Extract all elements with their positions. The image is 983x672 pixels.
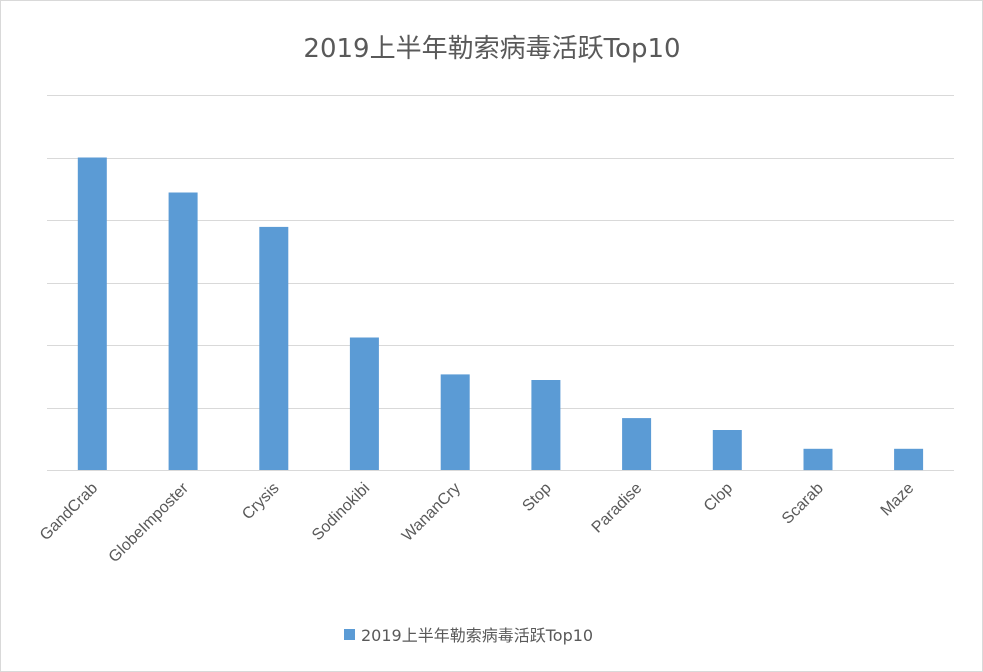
x-axis-tick-labels: GandCrab GlobeImposter Crysis Sodinokibi Wan… [37, 479, 918, 566]
x-tick-label: Crysis [239, 480, 282, 523]
x-tick-label: WananCry [399, 480, 464, 545]
bar-sodinokibi [349, 337, 379, 470]
legend: 2019上半年勒索病毒活跃Top10 [344, 626, 593, 645]
legend-label: 2019上半年勒索病毒活跃Top10 [361, 626, 593, 645]
bar-globeimposter [168, 192, 198, 470]
chart-title: 2019上半年勒索病毒活跃Top10 [303, 34, 680, 64]
x-tick-label: GlobeImposter [106, 479, 193, 566]
bar-crysis [259, 226, 289, 470]
bar-wanancry [440, 374, 470, 470]
bars-layer [77, 157, 924, 471]
bar-paradise [622, 418, 652, 470]
x-tick-label: Stop [519, 480, 554, 515]
bar-scarab [803, 448, 833, 471]
x-tick-label: Maze [878, 480, 918, 520]
bar-stop [531, 380, 561, 470]
legend-swatch [344, 629, 355, 640]
bar-maze [894, 448, 924, 471]
x-tick-label: Clop [701, 480, 736, 515]
x-tick-label: GandCrab [37, 480, 101, 544]
bar-gandcrab [77, 157, 107, 470]
x-tick-label: Paradise [589, 480, 646, 537]
x-tick-label: Scarab [779, 480, 827, 528]
grid-layer [47, 95, 954, 471]
bar-clop [712, 430, 742, 470]
x-tick-label: Sodinokibi [309, 480, 373, 544]
